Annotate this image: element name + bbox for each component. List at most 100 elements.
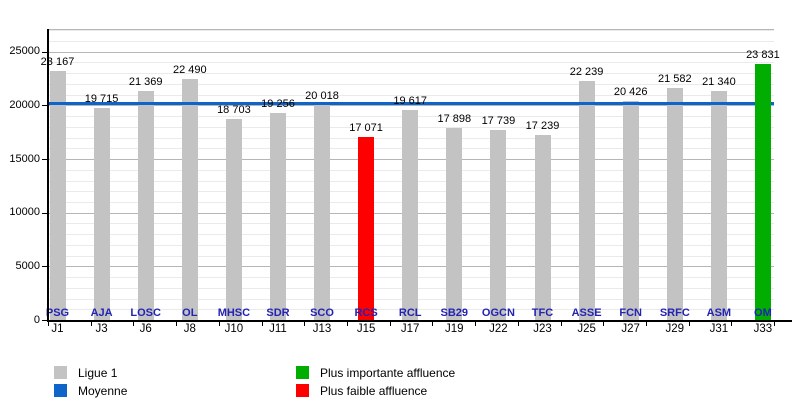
x-axis-label-J33: J33 [753,323,773,335]
x-axis-label-J31: J31 [709,323,729,335]
legend-label-max: Plus importante affluence [320,366,456,380]
gridline-minor [48,94,774,96]
bar-value-label: 21 340 [702,76,736,88]
bar-TFC [534,135,551,320]
x-axis-label-J23: J23 [533,323,552,335]
bar-value-label: 17 898 [437,112,472,125]
x-axis-label-J6: J6 [139,323,152,335]
bar-value-label: 23 167 [40,56,75,69]
y-axis-line [47,29,49,322]
team-label-AJA: AJA [90,307,113,319]
team-label-RCS: RCS [354,307,378,319]
x-axis-tick [218,320,220,326]
bar-value-label: 22 239 [569,66,604,79]
bar-value-label: 17 739 [481,114,516,127]
x-axis-tick [346,320,348,326]
team-label-RCL: RCL [398,307,422,319]
team-label-OL: OL [182,307,198,319]
x-axis-line [47,320,792,322]
y-axis-tick [42,212,48,214]
max-legend-swatch [296,366,309,379]
bar-SB29 [446,127,463,320]
legend-label-min: Plus faible affluence [320,384,428,398]
bar-SRFC [666,88,683,320]
y-axis-tick [42,266,48,268]
team-label-TFC: TFC [531,307,554,319]
team-label-OM: OM [754,307,772,319]
x-axis-tick [90,320,92,326]
team-label-SCO: SCO [310,307,334,319]
bar-value-label: 19 617 [393,94,428,107]
team-label-SDR: SDR [266,307,290,319]
gridline-major [48,105,774,107]
bar-value-label: 17 239 [525,120,560,132]
team-label-SB29: SB29 [440,307,469,319]
team-label-FCN: FCN [619,307,642,319]
team-label-ASSE: ASSE [571,307,602,319]
y-axis-label: 10000 [9,206,40,219]
bar-RCL [402,109,419,320]
x-axis-label-J10: J10 [224,323,244,335]
legend-label-ligue1: Ligue 1 [78,366,118,380]
x-axis-tick [261,320,263,326]
bar-max-OM [754,64,771,320]
legend-item-moyenne: Moyenne [54,384,284,398]
x-axis-tick [389,320,391,326]
x-axis-label-J8: J8 [183,323,196,335]
bar-SDR [270,113,286,320]
bar-LOSC [137,90,154,320]
bar-SCO [314,105,330,320]
legend-label-moyenne: Moyenne [78,384,128,398]
bar-MHSC [225,119,242,320]
y-axis-label: 25000 [9,45,40,58]
bar-ASSE [578,81,595,320]
x-axis-label-J1: J1 [51,323,64,335]
plot-top-frame [48,29,774,30]
x-axis-tick [475,320,477,326]
gridline-minor [48,83,774,85]
gridline-minor [48,73,774,75]
y-axis-label: 20000 [9,98,40,111]
gridline-major [48,51,774,53]
bar-OL [181,78,198,320]
x-axis-label-J3: J3 [95,323,108,335]
x-axis-label-J17: J17 [400,323,420,335]
x-axis-tick [304,320,306,326]
legend-item-ligue1: Ligue 1 [54,366,284,380]
team-label-OGCN: OGCN [481,307,515,319]
x-axis-tick [176,320,178,326]
x-axis-label-J22: J22 [489,323,508,335]
legend-item-max: Plus importante affluence [296,366,526,380]
x-axis-tick [774,320,775,326]
x-axis-label-J15: J15 [356,323,376,335]
bar-value-label: 17 071 [349,121,383,134]
team-label-SRFC: SRFC [659,307,690,319]
bar-ASM [710,91,727,320]
bar-value-label: 18 703 [217,104,251,117]
x-axis-tick [517,320,519,326]
bar-value-label: 22 490 [172,63,207,76]
x-axis-label-J13: J13 [312,323,332,335]
team-label-MHSC: MHSC [217,307,251,319]
average-line [48,101,774,105]
bar-value-label: 19 715 [84,93,119,106]
x-axis-tick [432,320,434,326]
x-axis-label-J19: J19 [445,323,464,335]
bar-value-label: 19 256 [261,98,295,111]
x-axis-tick [560,320,562,326]
x-axis-tick [603,320,605,326]
team-label-LOSC: LOSC [130,307,161,319]
y-axis-label: 15000 [9,152,40,165]
bar-min-RCS [358,136,375,320]
x-axis-tick [133,320,135,326]
x-axis-tick [731,320,733,326]
bar-value-label: 23 831 [746,49,780,62]
bar-value-label: 20 426 [613,85,648,98]
gridline-minor [48,62,774,64]
y-axis-tick [42,159,48,160]
team-label-ASM: ASM [706,307,732,319]
gridline-minor [48,30,774,32]
bar-value-label: 20 018 [305,90,339,103]
bar-FCN [622,100,639,320]
team-label-PSG: PSG [45,307,70,319]
